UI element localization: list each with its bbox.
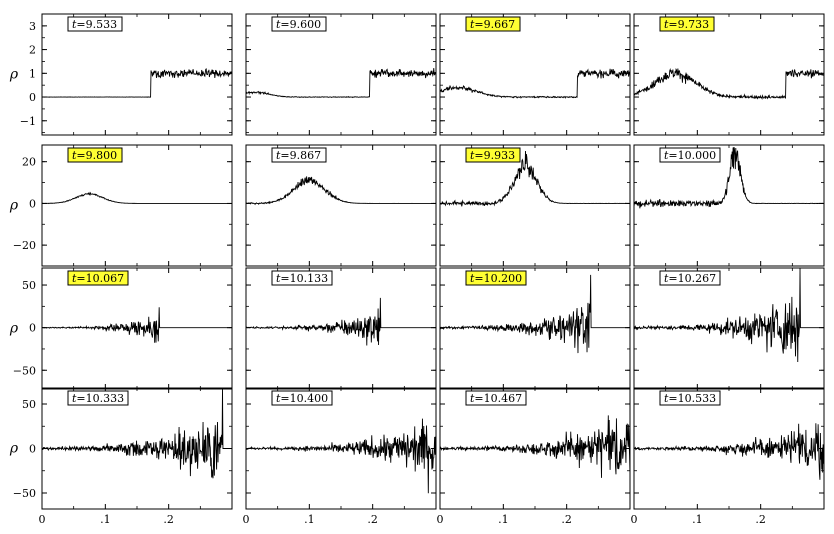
y-tick-label: 3 — [29, 20, 36, 33]
y-tick-label: 0 — [29, 322, 36, 335]
panel-9.600: t=9.600 — [245, 13, 437, 136]
x-tick-label: .2 — [755, 513, 766, 526]
panel-frame — [41, 13, 233, 136]
x-tick-label: .1 — [692, 513, 703, 526]
x-tick-label: .2 — [163, 513, 174, 526]
panel-10.000: t=10.000 — [633, 144, 825, 267]
time-label: t=10.533 — [664, 392, 716, 405]
series-line — [634, 146, 824, 209]
time-label-box — [465, 16, 521, 32]
x-tick-label: .1 — [304, 513, 315, 526]
time-label: t=9.600 — [276, 18, 321, 31]
x-tick-label: 0 — [39, 513, 46, 526]
y-tick-label: 1 — [29, 67, 36, 80]
y-tick-label: 20 — [22, 156, 36, 169]
time-label-box — [465, 270, 527, 286]
y-tick-label: −1 — [20, 115, 36, 128]
time-label: t=10.200 — [470, 272, 522, 285]
x-tick-label: .2 — [561, 513, 572, 526]
y-tick-label: 2 — [29, 44, 36, 57]
time-label: t=10.067 — [72, 272, 124, 285]
series-line — [246, 176, 436, 206]
time-label: t=10.267 — [664, 272, 716, 285]
series-line — [246, 418, 436, 494]
time-label: t=9.733 — [664, 18, 709, 31]
time-label-box — [271, 270, 333, 286]
time-label-box — [659, 147, 721, 163]
time-label-box — [659, 270, 721, 286]
panel-10.267: t=10.267 — [633, 267, 825, 390]
time-label-box — [465, 147, 521, 163]
x-tick-label: .1 — [100, 513, 111, 526]
panel-9.733: t=9.733 — [633, 13, 825, 136]
y-tick-label: −50 — [13, 364, 36, 377]
panel-10.133: t=10.133 — [245, 267, 437, 390]
series-line — [42, 307, 232, 343]
y-axis-label: ρ — [9, 198, 19, 214]
panel-10.200: t=10.200 — [439, 267, 631, 390]
x-tick-label: .2 — [367, 513, 378, 526]
panel-frame — [245, 144, 437, 267]
series-line — [440, 274, 630, 354]
time-label-box — [271, 147, 327, 163]
panel-10.067: −50 0 50 t=10.067 ρ — [9, 267, 233, 390]
panel-10.467: 0 .1 .2 t=10.467 — [437, 387, 631, 526]
series-line — [440, 68, 630, 99]
y-tick-label: 0 — [29, 91, 36, 104]
time-label: t=10.133 — [276, 272, 328, 285]
time-label: t=9.800 — [72, 149, 117, 162]
time-label-box — [465, 390, 527, 406]
panel-9.933: t=9.933 — [439, 144, 631, 267]
panel-10.533: 0 .1 .2 t=10.533 — [631, 387, 825, 526]
y-tick-label: 0 — [29, 197, 36, 210]
panel-9.533: −1 0 1 2 3 t=9.533 ρ — [9, 13, 233, 136]
panel-frame — [41, 144, 233, 267]
time-label-box — [271, 16, 327, 32]
time-label-box — [659, 16, 715, 32]
series-line — [634, 67, 824, 101]
y-axis-label: ρ — [9, 321, 19, 337]
time-label: t=10.400 — [276, 392, 328, 405]
time-label: t=9.533 — [72, 18, 117, 31]
time-label-box — [271, 390, 333, 406]
time-label: t=10.000 — [664, 149, 716, 162]
time-label-box — [67, 16, 123, 32]
time-label-box — [67, 390, 129, 406]
time-label-box — [67, 270, 129, 286]
series-line — [42, 68, 232, 98]
series-line — [246, 297, 436, 346]
x-tick-label: .1 — [498, 513, 509, 526]
time-label: t=10.467 — [470, 392, 522, 405]
y-axis-label: ρ — [9, 441, 19, 457]
time-label-box — [67, 147, 123, 163]
panel-9.667: t=9.667 — [439, 13, 631, 136]
panel-frame — [439, 144, 631, 267]
y-tick-label: 50 — [22, 398, 36, 411]
series-line — [42, 191, 232, 205]
y-tick-label: 50 — [22, 279, 36, 292]
time-label: t=9.933 — [470, 149, 515, 162]
time-label: t=9.867 — [276, 149, 321, 162]
panel-9.867: t=9.867 — [245, 144, 437, 267]
time-label-box — [659, 390, 721, 406]
y-tick-label: 0 — [29, 443, 36, 456]
x-tick-label: 0 — [437, 513, 444, 526]
series-line — [634, 268, 824, 363]
time-label: t=9.667 — [470, 18, 515, 31]
x-tick-label: 0 — [243, 513, 250, 526]
panel-9.800: −20 0 20 t=9.800 ρ — [9, 144, 233, 267]
time-label: t=10.333 — [72, 392, 124, 405]
series-line — [246, 68, 436, 99]
y-tick-label: −20 — [13, 239, 36, 252]
series-line — [42, 388, 232, 479]
series-line — [440, 415, 630, 478]
series-line — [634, 423, 824, 480]
y-axis-label: ρ — [9, 67, 19, 83]
series-line — [440, 151, 630, 207]
x-tick-label: 0 — [631, 513, 638, 526]
y-tick-label: −50 — [13, 487, 36, 500]
panel-10.400: 0 .1 .2 t=10.400 — [243, 387, 437, 526]
